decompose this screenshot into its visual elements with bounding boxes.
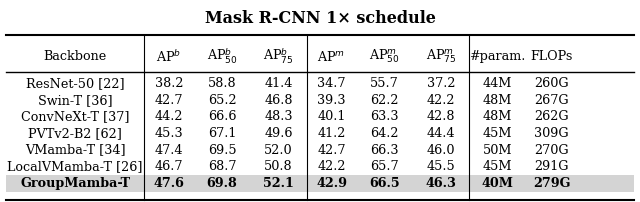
Text: 262G: 262G <box>534 110 569 123</box>
Text: ResNet-50 [22]: ResNet-50 [22] <box>26 77 125 90</box>
Text: 45M: 45M <box>483 160 512 173</box>
Text: ConvNeXt-T [37]: ConvNeXt-T [37] <box>21 110 129 123</box>
Text: 48M: 48M <box>483 110 512 123</box>
Text: 46.8: 46.8 <box>264 94 292 107</box>
Text: 279G: 279G <box>533 177 570 190</box>
Text: 66.3: 66.3 <box>371 144 399 157</box>
Text: AP$^b$: AP$^b$ <box>156 49 182 64</box>
Text: GroupMamba-T: GroupMamba-T <box>20 177 131 190</box>
Text: FLOPs: FLOPs <box>531 50 573 63</box>
Text: Swin-T [36]: Swin-T [36] <box>38 94 113 107</box>
Text: 65.7: 65.7 <box>371 160 399 173</box>
Text: 69.5: 69.5 <box>208 144 236 157</box>
Text: 37.2: 37.2 <box>427 77 455 90</box>
Text: 267G: 267G <box>534 94 569 107</box>
Text: 50.8: 50.8 <box>264 160 292 173</box>
Text: 260G: 260G <box>534 77 569 90</box>
Text: 291G: 291G <box>534 160 569 173</box>
Text: 40M: 40M <box>481 177 513 190</box>
Text: 69.8: 69.8 <box>207 177 237 190</box>
Text: 47.4: 47.4 <box>155 144 183 157</box>
Text: 46.7: 46.7 <box>155 160 183 173</box>
Text: 270G: 270G <box>534 144 569 157</box>
Text: 68.7: 68.7 <box>208 160 236 173</box>
Text: 55.7: 55.7 <box>371 77 399 90</box>
Text: Backbone: Backbone <box>44 50 107 63</box>
Text: AP$^m_{75}$: AP$^m_{75}$ <box>426 48 456 65</box>
Text: 42.8: 42.8 <box>427 110 455 123</box>
Text: 67.1: 67.1 <box>208 127 236 140</box>
Text: 44.4: 44.4 <box>427 127 455 140</box>
Text: AP$^b_{75}$: AP$^b_{75}$ <box>263 47 294 66</box>
Text: 64.2: 64.2 <box>371 127 399 140</box>
Text: #param.: #param. <box>469 50 525 63</box>
Text: 42.2: 42.2 <box>427 94 455 107</box>
Text: 40.1: 40.1 <box>317 110 346 123</box>
Text: 48.3: 48.3 <box>264 110 292 123</box>
Text: 48M: 48M <box>483 94 512 107</box>
Text: PVTv2-B2 [62]: PVTv2-B2 [62] <box>28 127 122 140</box>
Text: 39.3: 39.3 <box>317 94 346 107</box>
Text: 46.3: 46.3 <box>426 177 456 190</box>
Text: 52.0: 52.0 <box>264 144 292 157</box>
Bar <box>6 175 634 192</box>
Text: 42.7: 42.7 <box>317 144 346 157</box>
Text: 66.5: 66.5 <box>369 177 400 190</box>
Text: 45M: 45M <box>483 127 512 140</box>
Text: 44.2: 44.2 <box>155 110 183 123</box>
Text: 50M: 50M <box>483 144 512 157</box>
Text: 44M: 44M <box>483 77 512 90</box>
Text: AP$^m$: AP$^m$ <box>317 49 346 64</box>
Text: 62.2: 62.2 <box>371 94 399 107</box>
Text: Mask R-CNN 1× schedule: Mask R-CNN 1× schedule <box>205 10 435 27</box>
Text: 309G: 309G <box>534 127 569 140</box>
Text: 42.2: 42.2 <box>317 160 346 173</box>
Text: 42.9: 42.9 <box>316 177 347 190</box>
Text: AP$^b_{50}$: AP$^b_{50}$ <box>207 47 237 66</box>
Text: 65.2: 65.2 <box>208 94 236 107</box>
Text: 34.7: 34.7 <box>317 77 346 90</box>
Text: 63.3: 63.3 <box>371 110 399 123</box>
Text: 45.5: 45.5 <box>427 160 455 173</box>
Text: LocalVMamba-T [26]: LocalVMamba-T [26] <box>8 160 143 173</box>
Text: 42.7: 42.7 <box>155 94 183 107</box>
Text: 41.2: 41.2 <box>317 127 346 140</box>
Text: 66.6: 66.6 <box>208 110 236 123</box>
Text: 49.6: 49.6 <box>264 127 292 140</box>
Text: 45.3: 45.3 <box>155 127 183 140</box>
Text: 41.4: 41.4 <box>264 77 292 90</box>
Text: 47.6: 47.6 <box>154 177 184 190</box>
Text: VMamba-T [34]: VMamba-T [34] <box>25 144 125 157</box>
Text: AP$^m_{50}$: AP$^m_{50}$ <box>369 48 400 65</box>
Text: 46.0: 46.0 <box>427 144 455 157</box>
Text: 58.8: 58.8 <box>208 77 236 90</box>
Text: 38.2: 38.2 <box>155 77 183 90</box>
Text: 52.1: 52.1 <box>263 177 294 190</box>
